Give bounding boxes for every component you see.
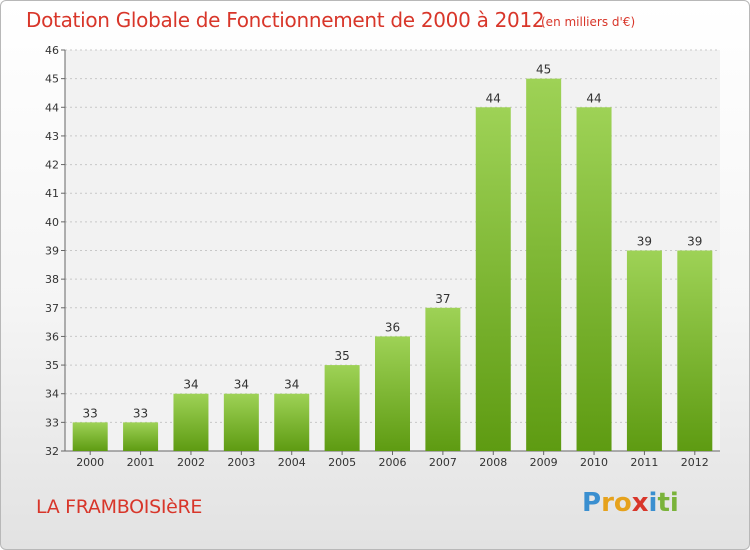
x-tick-label: 2007 bbox=[429, 456, 457, 469]
x-tick-label: 2010 bbox=[580, 456, 608, 469]
y-tick-label: 36 bbox=[45, 330, 59, 343]
bar-value-label: 44 bbox=[586, 91, 601, 105]
y-tick-label: 35 bbox=[45, 359, 59, 372]
bar-value-label: 36 bbox=[385, 320, 400, 334]
bar bbox=[123, 422, 159, 451]
y-tick-label: 40 bbox=[45, 216, 59, 229]
x-tick-label: 2012 bbox=[681, 456, 709, 469]
bar-value-label: 33 bbox=[133, 406, 148, 420]
y-tick-label: 45 bbox=[45, 73, 59, 86]
bar-value-label: 34 bbox=[183, 378, 198, 392]
bar-value-label: 45 bbox=[536, 63, 551, 77]
bar bbox=[576, 107, 612, 452]
y-tick-label: 43 bbox=[45, 130, 59, 143]
y-tick-label: 32 bbox=[45, 445, 59, 458]
bar-value-label: 35 bbox=[334, 349, 349, 363]
logo-letter: i bbox=[669, 488, 679, 518]
bar-value-label: 44 bbox=[486, 91, 501, 105]
y-tick-label: 42 bbox=[45, 159, 59, 172]
bar-value-label: 39 bbox=[687, 235, 702, 249]
y-tick-label: 41 bbox=[45, 187, 59, 200]
y-tick-label: 46 bbox=[45, 44, 59, 57]
logo-letter: t bbox=[657, 488, 670, 518]
logo-letter: P bbox=[582, 488, 602, 518]
y-tick-label: 33 bbox=[45, 416, 59, 429]
bar bbox=[72, 422, 108, 451]
proxiti-logo: Proxiti bbox=[582, 488, 679, 518]
logo-letter: o bbox=[613, 488, 632, 518]
bar bbox=[223, 393, 259, 451]
logo-letter: r bbox=[601, 488, 614, 518]
bar-value-label: 39 bbox=[637, 235, 652, 249]
y-tick-label: 38 bbox=[45, 273, 59, 286]
commune-name: LA FRAMBOISIèRE bbox=[36, 496, 203, 518]
bar-value-label: 34 bbox=[284, 378, 299, 392]
x-tick-label: 2005 bbox=[328, 456, 356, 469]
x-tick-label: 2008 bbox=[479, 456, 507, 469]
logo-letter: x bbox=[631, 488, 649, 518]
bar bbox=[274, 393, 310, 451]
x-tick-label: 2009 bbox=[530, 456, 558, 469]
x-tick-label: 2011 bbox=[630, 456, 658, 469]
bar-value-label: 33 bbox=[83, 406, 98, 420]
bar bbox=[324, 365, 360, 451]
x-tick-label: 2000 bbox=[76, 456, 104, 469]
bar bbox=[375, 336, 410, 451]
bar bbox=[677, 250, 713, 451]
x-tick-label: 2003 bbox=[227, 456, 255, 469]
y-tick-label: 37 bbox=[45, 302, 59, 315]
y-tick-label: 34 bbox=[45, 388, 59, 401]
bar bbox=[425, 307, 461, 451]
bar bbox=[526, 78, 562, 452]
y-tick-label: 39 bbox=[45, 245, 59, 258]
bar-value-label: 37 bbox=[435, 292, 450, 306]
x-tick-label: 2001 bbox=[127, 456, 155, 469]
chart-subtitle: (en milliers d'€) bbox=[541, 15, 636, 29]
bar bbox=[475, 107, 511, 452]
x-tick-label: 2002 bbox=[177, 456, 205, 469]
x-tick-label: 2006 bbox=[379, 456, 407, 469]
bar bbox=[626, 250, 662, 451]
y-tick-label: 44 bbox=[45, 101, 59, 114]
chart-title: Dotation Globale de Fonctionnement de 20… bbox=[26, 8, 545, 32]
bar bbox=[173, 393, 209, 451]
bar-value-label: 34 bbox=[234, 378, 249, 392]
x-tick-label: 2004 bbox=[278, 456, 306, 469]
logo-letter: i bbox=[648, 488, 658, 518]
